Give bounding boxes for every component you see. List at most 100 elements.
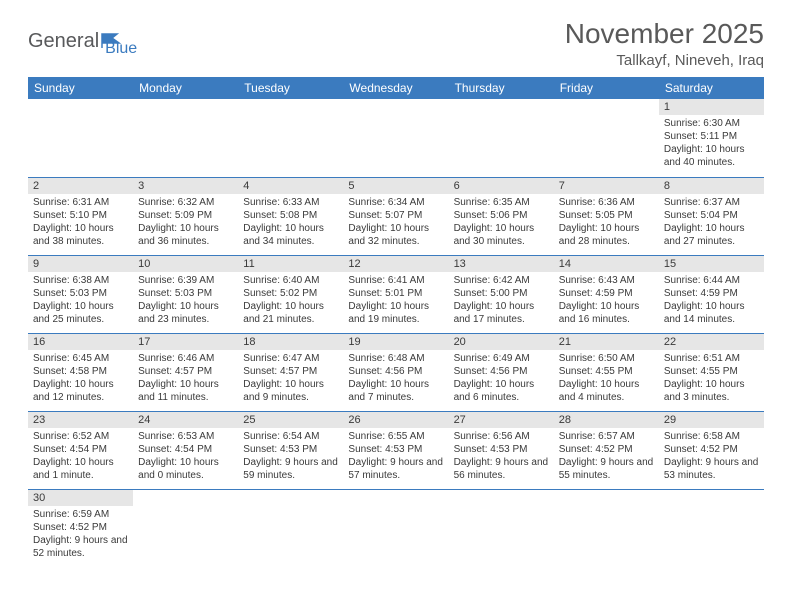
sunrise-text: Sunrise: 6:57 AM (559, 430, 654, 443)
day-number: 6 (449, 178, 554, 194)
sunrise-text: Sunrise: 6:58 AM (664, 430, 759, 443)
daylight-text: Daylight: 9 hours and 59 minutes. (243, 456, 338, 482)
calendar-cell: 13Sunrise: 6:42 AMSunset: 5:00 PMDayligh… (449, 255, 554, 333)
daylight-text: Daylight: 10 hours and 19 minutes. (348, 300, 443, 326)
daylight-text: Daylight: 9 hours and 55 minutes. (559, 456, 654, 482)
day-details: Sunrise: 6:30 AMSunset: 5:11 PMDaylight:… (659, 115, 764, 173)
day-number: 21 (554, 334, 659, 350)
weekday-header: Thursday (449, 77, 554, 99)
calendar-cell: 7Sunrise: 6:36 AMSunset: 5:05 PMDaylight… (554, 177, 659, 255)
day-number: 5 (343, 178, 448, 194)
sunset-text: Sunset: 5:09 PM (138, 209, 233, 222)
sunrise-text: Sunrise: 6:47 AM (243, 352, 338, 365)
calendar-cell: 14Sunrise: 6:43 AMSunset: 4:59 PMDayligh… (554, 255, 659, 333)
calendar-cell (554, 99, 659, 177)
day-details: Sunrise: 6:31 AMSunset: 5:10 PMDaylight:… (28, 194, 133, 252)
day-number: 15 (659, 256, 764, 272)
daylight-text: Daylight: 10 hours and 17 minutes. (454, 300, 549, 326)
calendar-cell: 16Sunrise: 6:45 AMSunset: 4:58 PMDayligh… (28, 333, 133, 411)
weekday-header: Friday (554, 77, 659, 99)
daylight-text: Daylight: 9 hours and 57 minutes. (348, 456, 443, 482)
sunset-text: Sunset: 4:53 PM (348, 443, 443, 456)
calendar-cell: 30Sunrise: 6:59 AMSunset: 4:52 PMDayligh… (28, 489, 133, 567)
weekday-row: SundayMondayTuesdayWednesdayThursdayFrid… (28, 77, 764, 99)
calendar-week: 9Sunrise: 6:38 AMSunset: 5:03 PMDaylight… (28, 255, 764, 333)
daylight-text: Daylight: 9 hours and 52 minutes. (33, 534, 128, 560)
daylight-text: Daylight: 10 hours and 12 minutes. (33, 378, 128, 404)
calendar-cell: 28Sunrise: 6:57 AMSunset: 4:52 PMDayligh… (554, 411, 659, 489)
calendar-cell (133, 99, 238, 177)
sunset-text: Sunset: 5:11 PM (664, 130, 759, 143)
calendar-page: General Blue November 2025 Tallkayf, Nin… (0, 0, 792, 567)
day-details: Sunrise: 6:42 AMSunset: 5:00 PMDaylight:… (449, 272, 554, 330)
calendar-cell: 3Sunrise: 6:32 AMSunset: 5:09 PMDaylight… (133, 177, 238, 255)
sunrise-text: Sunrise: 6:54 AM (243, 430, 338, 443)
day-number: 11 (238, 256, 343, 272)
sunset-text: Sunset: 5:05 PM (559, 209, 654, 222)
sunrise-text: Sunrise: 6:31 AM (33, 196, 128, 209)
sunrise-text: Sunrise: 6:35 AM (454, 196, 549, 209)
sunset-text: Sunset: 4:53 PM (454, 443, 549, 456)
sunset-text: Sunset: 5:03 PM (33, 287, 128, 300)
calendar-cell: 27Sunrise: 6:56 AMSunset: 4:53 PMDayligh… (449, 411, 554, 489)
calendar-cell: 4Sunrise: 6:33 AMSunset: 5:08 PMDaylight… (238, 177, 343, 255)
day-number: 13 (449, 256, 554, 272)
calendar-cell: 15Sunrise: 6:44 AMSunset: 4:59 PMDayligh… (659, 255, 764, 333)
day-details: Sunrise: 6:39 AMSunset: 5:03 PMDaylight:… (133, 272, 238, 330)
day-number: 23 (28, 412, 133, 428)
daylight-text: Daylight: 10 hours and 30 minutes. (454, 222, 549, 248)
month-title: November 2025 (565, 18, 764, 50)
daylight-text: Daylight: 9 hours and 56 minutes. (454, 456, 549, 482)
calendar-week: 16Sunrise: 6:45 AMSunset: 4:58 PMDayligh… (28, 333, 764, 411)
daylight-text: Daylight: 10 hours and 23 minutes. (138, 300, 233, 326)
calendar-cell: 20Sunrise: 6:49 AMSunset: 4:56 PMDayligh… (449, 333, 554, 411)
sunset-text: Sunset: 5:03 PM (138, 287, 233, 300)
day-details: Sunrise: 6:50 AMSunset: 4:55 PMDaylight:… (554, 350, 659, 408)
sunset-text: Sunset: 4:54 PM (138, 443, 233, 456)
day-details: Sunrise: 6:44 AMSunset: 4:59 PMDaylight:… (659, 272, 764, 330)
calendar-week: 2Sunrise: 6:31 AMSunset: 5:10 PMDaylight… (28, 177, 764, 255)
calendar-cell: 19Sunrise: 6:48 AMSunset: 4:56 PMDayligh… (343, 333, 448, 411)
sunset-text: Sunset: 5:07 PM (348, 209, 443, 222)
daylight-text: Daylight: 10 hours and 1 minute. (33, 456, 128, 482)
weekday-header: Saturday (659, 77, 764, 99)
daylight-text: Daylight: 10 hours and 11 minutes. (138, 378, 233, 404)
sunrise-text: Sunrise: 6:49 AM (454, 352, 549, 365)
daylight-text: Daylight: 10 hours and 4 minutes. (559, 378, 654, 404)
sunset-text: Sunset: 4:52 PM (664, 443, 759, 456)
day-details: Sunrise: 6:54 AMSunset: 4:53 PMDaylight:… (238, 428, 343, 486)
calendar-cell (449, 489, 554, 567)
day-details: Sunrise: 6:35 AMSunset: 5:06 PMDaylight:… (449, 194, 554, 252)
calendar-week: 1Sunrise: 6:30 AMSunset: 5:11 PMDaylight… (28, 99, 764, 177)
day-details: Sunrise: 6:40 AMSunset: 5:02 PMDaylight:… (238, 272, 343, 330)
calendar-table: SundayMondayTuesdayWednesdayThursdayFrid… (28, 77, 764, 567)
sunset-text: Sunset: 5:00 PM (454, 287, 549, 300)
day-number: 19 (343, 334, 448, 350)
sunrise-text: Sunrise: 6:37 AM (664, 196, 759, 209)
sunset-text: Sunset: 4:53 PM (243, 443, 338, 456)
weekday-header: Tuesday (238, 77, 343, 99)
day-details: Sunrise: 6:38 AMSunset: 5:03 PMDaylight:… (28, 272, 133, 330)
sunset-text: Sunset: 4:57 PM (243, 365, 338, 378)
day-details: Sunrise: 6:51 AMSunset: 4:55 PMDaylight:… (659, 350, 764, 408)
day-number: 18 (238, 334, 343, 350)
calendar-cell (28, 99, 133, 177)
header: General Blue November 2025 Tallkayf, Nin… (28, 18, 764, 69)
day-number: 4 (238, 178, 343, 194)
day-number: 24 (133, 412, 238, 428)
daylight-text: Daylight: 10 hours and 36 minutes. (138, 222, 233, 248)
calendar-cell: 5Sunrise: 6:34 AMSunset: 5:07 PMDaylight… (343, 177, 448, 255)
sunrise-text: Sunrise: 6:43 AM (559, 274, 654, 287)
logo-text-1: General (28, 30, 99, 53)
sunrise-text: Sunrise: 6:59 AM (33, 508, 128, 521)
sunrise-text: Sunrise: 6:44 AM (664, 274, 759, 287)
calendar-cell (449, 99, 554, 177)
calendar-cell (238, 99, 343, 177)
day-details: Sunrise: 6:55 AMSunset: 4:53 PMDaylight:… (343, 428, 448, 486)
logo-text-2: Blue (105, 40, 137, 58)
day-number: 25 (238, 412, 343, 428)
day-number: 2 (28, 178, 133, 194)
sunset-text: Sunset: 4:55 PM (559, 365, 654, 378)
day-number: 20 (449, 334, 554, 350)
calendar-cell: 10Sunrise: 6:39 AMSunset: 5:03 PMDayligh… (133, 255, 238, 333)
